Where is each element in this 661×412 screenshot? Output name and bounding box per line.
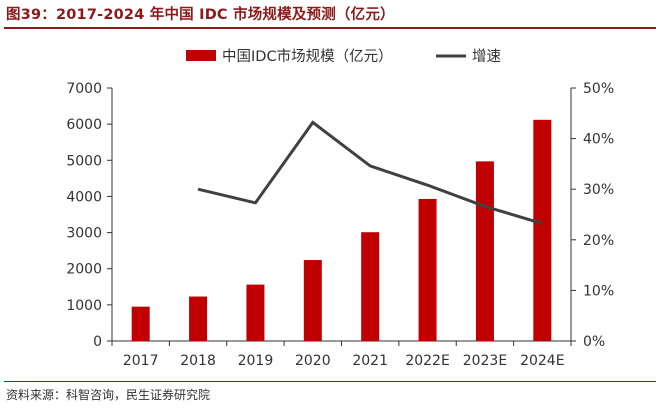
x-tick-label: 2018 bbox=[180, 353, 216, 369]
bar-2018 bbox=[189, 296, 208, 341]
chart-legend: 中国IDC市场规模（亿元） 增速 bbox=[186, 48, 501, 65]
x-tick-label: 2022E bbox=[405, 353, 449, 369]
left-tick-label: 5000 bbox=[66, 153, 102, 169]
right-tick-label: 40% bbox=[583, 132, 614, 148]
x-tick-label: 2024E bbox=[520, 353, 564, 369]
left-tick-label: 1000 bbox=[66, 298, 102, 314]
bar-2020 bbox=[303, 260, 322, 341]
x-tick-label: 2017 bbox=[123, 353, 159, 369]
x-tick-label: 2023E bbox=[463, 353, 507, 369]
left-tick-label: 3000 bbox=[66, 226, 102, 242]
legend-line-label: 增速 bbox=[472, 48, 501, 65]
bar-series bbox=[131, 119, 552, 341]
legend-bar-swatch bbox=[186, 50, 216, 61]
x-axis: 2017 2018 2019 2020 2021 2022E 2023E 2024E bbox=[111, 340, 572, 369]
bar-2023E bbox=[475, 161, 494, 341]
left-y-axis: 0 1000 2000 3000 4000 5000 6000 7000 bbox=[66, 81, 113, 350]
left-tick-label: 2000 bbox=[66, 262, 102, 278]
x-tick-label: 2021 bbox=[352, 353, 388, 369]
right-tick-label: 0% bbox=[583, 334, 605, 350]
source-note: 资料来源：科智咨询，民生证券研究院 bbox=[6, 388, 211, 402]
right-tick-label: 50% bbox=[583, 81, 614, 97]
title-rule bbox=[4, 27, 656, 29]
x-tick-label: 2020 bbox=[295, 353, 331, 369]
x-tick-label: 2019 bbox=[238, 353, 274, 369]
bar-2019 bbox=[246, 284, 265, 341]
source-rule bbox=[4, 381, 656, 382]
bar-2022E bbox=[418, 198, 437, 341]
left-tick-label: 7000 bbox=[66, 81, 102, 97]
left-tick-label: 6000 bbox=[66, 117, 102, 133]
right-tick-label: 30% bbox=[583, 182, 614, 198]
bar-2017 bbox=[131, 306, 150, 341]
figure-title: 图39：2017-2024 年中国 IDC 市场规模及预测（亿元） bbox=[6, 7, 395, 23]
bar-2024E bbox=[533, 119, 552, 341]
bar-2021 bbox=[361, 232, 380, 341]
right-y-axis: 0% 10% 20% 30% 40% 50% bbox=[570, 81, 614, 350]
left-tick-label: 0 bbox=[93, 334, 102, 350]
right-tick-label: 20% bbox=[583, 233, 614, 249]
right-tick-label: 10% bbox=[583, 283, 614, 299]
left-tick-label: 4000 bbox=[66, 189, 102, 205]
growth-line-series bbox=[197, 120, 543, 226]
legend-bar-label: 中国IDC市场规模（亿元） bbox=[222, 48, 393, 65]
